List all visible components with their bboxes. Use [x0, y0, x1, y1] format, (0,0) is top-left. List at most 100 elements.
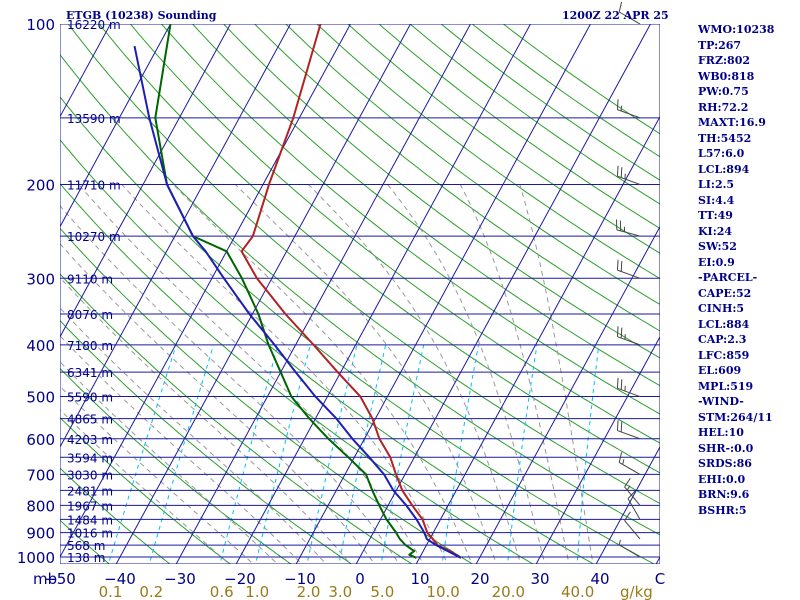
stat-entry: WB0:818 — [698, 69, 755, 83]
dry-adiabat — [191, 24, 660, 387]
mixing-ratio-label: 5.0 — [370, 583, 394, 600]
mixing-ratio-label: 3.0 — [328, 583, 352, 600]
wind-barb-flag — [620, 379, 623, 390]
moist-adiabat — [78, 184, 424, 564]
isotherm — [235, 24, 532, 564]
dry-adiabat — [67, 24, 660, 505]
temperature-tick-label: −30 — [164, 570, 196, 588]
wind-barb — [616, 377, 641, 398]
stat-entry: SRDS:86 — [698, 457, 752, 470]
stat-entry: L57:6.0 — [698, 147, 745, 160]
mixing-ratio-line — [380, 344, 425, 564]
isotherm — [60, 24, 292, 448]
mixing-ratio-label: 10.0 — [426, 583, 459, 600]
stat-entry: BSHR:5 — [698, 503, 747, 517]
isotherm — [60, 24, 112, 118]
wind-barb — [618, 539, 641, 558]
mixing-ratio-line — [338, 344, 387, 564]
mixing-ratio-line — [306, 344, 358, 564]
wind-barb-flag — [616, 377, 619, 389]
time-title: 1200Z 22 APR 25 — [562, 9, 669, 22]
stat-entry: -PARCEL- — [698, 271, 758, 284]
wind-barb-flag — [616, 99, 619, 110]
pressure-tick-label: 900 — [26, 525, 55, 543]
wind-barb-flag — [620, 327, 623, 339]
mixing-ratio-label: 2.0 — [297, 583, 321, 600]
stat-entry: -WIND- — [698, 395, 744, 408]
moist-adiabat — [60, 361, 279, 564]
temperature-tick-label: 20 — [470, 570, 489, 588]
mixing-ratio-label: 1.0 — [245, 583, 269, 600]
dry-adiabat — [347, 24, 660, 254]
height-label: 13590 m — [67, 112, 121, 126]
height-label: 1484 m — [67, 513, 113, 527]
stat-entry: EI:0.9 — [698, 255, 735, 269]
dry-adiabat — [60, 182, 534, 564]
dry-adiabat — [60, 319, 353, 564]
temperature-tick-label: −40 — [104, 570, 136, 588]
stat-entry: SI:4.4 — [698, 193, 735, 207]
pressure-unit-label: mb — [33, 570, 57, 588]
stat-entry: WMO:10238 — [698, 23, 775, 36]
temperature-tick-label: −10 — [284, 570, 316, 588]
dewpoint-trace — [154, 24, 417, 559]
stat-entry: STM:264/11 — [698, 410, 773, 424]
wind-barb-staff — [627, 498, 641, 520]
temperature-tick-label: 0 — [355, 570, 365, 588]
wind-barb-flag — [618, 1, 623, 13]
stat-entry: MPL:519 — [698, 379, 754, 393]
stat-entry: MAXT:16.9 — [698, 116, 766, 129]
mixing-ratio-line — [507, 344, 538, 564]
stat-entry: CINH:5 — [698, 302, 745, 315]
isotherm — [0, 12, 57, 568]
wind-barb — [616, 219, 641, 237]
stat-entry: BRN:9.6 — [698, 488, 750, 501]
dry-adiabat — [60, 96, 656, 564]
station-title: ETGB (10238) Sounding — [66, 9, 217, 22]
wind-barb — [616, 326, 641, 346]
pressure-tick-label: 800 — [26, 497, 55, 515]
wind-barb-flag — [620, 167, 623, 178]
moist-adiabat — [234, 184, 497, 564]
mixing-ratio-unit: g/kg — [620, 583, 653, 600]
wind-barb-flag — [616, 326, 619, 337]
dry-adiabat — [160, 24, 660, 415]
plot-background — [60, 24, 660, 564]
height-label: 3594 m — [67, 451, 113, 465]
pressure-tick-label: 700 — [26, 466, 55, 484]
dry-adiabat — [60, 227, 474, 564]
mixing-ratio-line — [107, 344, 177, 564]
height-label: 10270 m — [67, 230, 121, 244]
wind-barb — [616, 99, 641, 119]
stat-entry: LCL:884 — [698, 317, 750, 331]
mixing-ratio-line — [441, 344, 479, 564]
height-label: 16220 m — [67, 18, 121, 32]
height-label: 4203 m — [67, 433, 113, 447]
stat-entry: EHI:0.0 — [698, 472, 746, 486]
moist-adiabat — [519, 184, 594, 564]
height-label: 9110 m — [67, 272, 113, 286]
moist-adiabat — [172, 184, 473, 564]
stat-entry: TH:5452 — [698, 131, 752, 145]
wind-barb-flag — [616, 259, 619, 271]
wind-barb — [618, 1, 641, 25]
height-label: 3030 m — [67, 468, 113, 482]
dry-adiabat — [60, 367, 292, 564]
pressure-tick-label: 1000 — [17, 549, 55, 567]
mixing-ratio-label: 0.2 — [139, 583, 163, 600]
isotherm — [535, 335, 660, 564]
height-label: 6341 m — [67, 366, 113, 380]
moist-adiabat — [60, 335, 303, 564]
wind-barb-flag — [618, 452, 623, 463]
height-label: 1967 m — [67, 499, 113, 513]
stat-entry: FRZ:802 — [698, 54, 751, 67]
height-label: 11710 m — [67, 178, 121, 192]
mixing-ratio-label: 40.0 — [561, 583, 594, 600]
height-label: 138 m — [67, 551, 105, 565]
height-label: 2481 m — [67, 484, 113, 498]
wind-barb-flag — [616, 165, 619, 177]
moist-adiabat — [60, 205, 400, 564]
stat-entry: SW:52 — [698, 240, 737, 253]
stat-entry: LI:2.5 — [698, 178, 735, 191]
isotherm — [60, 24, 352, 559]
